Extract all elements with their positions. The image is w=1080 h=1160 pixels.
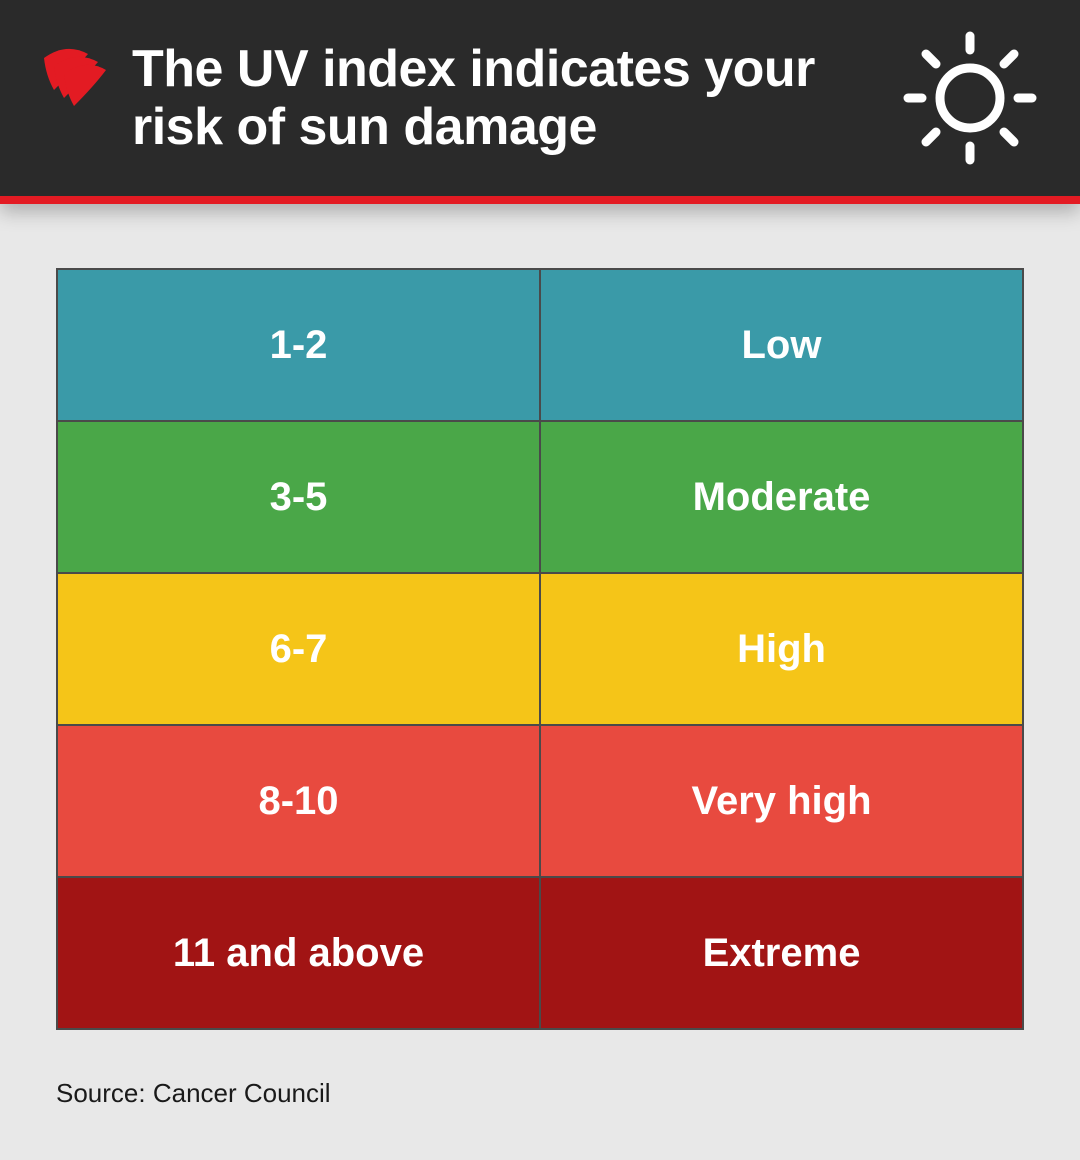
table-row: 11 and above Extreme bbox=[57, 877, 1023, 1029]
uv-index-table: 1-2 Low 3-5 Moderate 6-7 High 8-10 Very … bbox=[56, 268, 1024, 1030]
uv-label-cell: Very high bbox=[540, 725, 1023, 877]
uv-label-cell: Extreme bbox=[540, 877, 1023, 1029]
uv-table-body: 1-2 Low 3-5 Moderate 6-7 High 8-10 Very … bbox=[57, 269, 1023, 1029]
uv-range-cell: 6-7 bbox=[57, 573, 540, 725]
uv-label-cell: High bbox=[540, 573, 1023, 725]
table-row: 6-7 High bbox=[57, 573, 1023, 725]
table-row: 3-5 Moderate bbox=[57, 421, 1023, 573]
source-footer: Source: Cancer Council bbox=[0, 1054, 1080, 1109]
source-label: Source: Cancer Council bbox=[56, 1078, 331, 1108]
uv-label-cell: Low bbox=[540, 269, 1023, 421]
content-area: 1-2 Low 3-5 Moderate 6-7 High 8-10 Very … bbox=[0, 204, 1080, 1054]
uv-label-cell: Moderate bbox=[540, 421, 1023, 573]
sbs-logo-icon bbox=[40, 46, 108, 114]
uv-range-cell: 11 and above bbox=[57, 877, 540, 1029]
table-row: 1-2 Low bbox=[57, 269, 1023, 421]
uv-range-cell: 1-2 bbox=[57, 269, 540, 421]
header-bar: The UV index indicates your risk of sun … bbox=[0, 0, 1080, 204]
table-row: 8-10 Very high bbox=[57, 725, 1023, 877]
uv-range-cell: 8-10 bbox=[57, 725, 540, 877]
page-title: The UV index indicates your risk of sun … bbox=[132, 40, 876, 156]
sun-icon bbox=[900, 28, 1040, 168]
uv-range-cell: 3-5 bbox=[57, 421, 540, 573]
